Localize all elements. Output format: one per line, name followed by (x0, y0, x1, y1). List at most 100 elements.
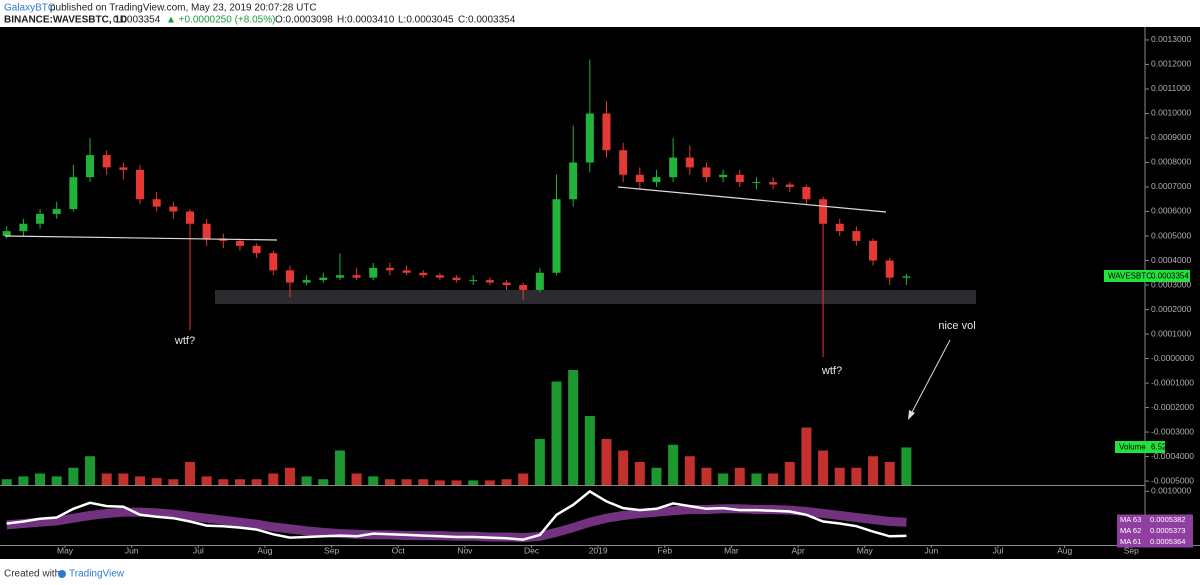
candle-body (136, 169, 145, 200)
volume-bar (434, 480, 445, 485)
x-tick-label: Aug (1057, 545, 1072, 555)
candle-body (602, 113, 611, 151)
y-tick-label: -0.0002000 (1151, 402, 1194, 412)
candle-body (119, 167, 128, 170)
last-price: 0.0003354 (113, 15, 161, 26)
y-tick-label: -0.0005000 (1151, 475, 1194, 485)
trendline (617, 186, 887, 213)
candle-body (519, 285, 528, 290)
candle-body (402, 270, 411, 273)
arrow-head (908, 410, 915, 420)
volume-bar (318, 479, 329, 485)
volume-bar (601, 439, 612, 485)
volume-bar (734, 467, 745, 485)
candle-body (669, 157, 678, 178)
y-tick-label: 0.0011000 (1151, 83, 1191, 93)
candle-body (802, 186, 811, 200)
volume-bar (118, 473, 129, 485)
x-tick-label: 2019 (589, 545, 608, 555)
volume-bar (801, 427, 812, 485)
candle-body (102, 155, 111, 168)
author[interactable]: GalaxyBTC (4, 3, 55, 14)
annotation: wtf? (821, 365, 842, 377)
candle-body (2, 231, 11, 237)
volume-tag (1115, 441, 1165, 453)
footer-brand[interactable]: TradingView (69, 569, 125, 580)
ohlc-high: H:0.0003410 (337, 15, 395, 26)
y-tick-label: -0.0000000 (1151, 353, 1194, 363)
ohlc-close: C:0.0003354 (458, 15, 516, 26)
volume-bar (151, 478, 162, 485)
x-tick-label: Feb (657, 545, 672, 555)
volume-bar (718, 473, 729, 485)
y-tick-label: 0.0001000 (1151, 328, 1191, 338)
x-tick-label: Sep (324, 545, 339, 555)
volume-bar (268, 473, 279, 485)
candle-body (202, 223, 211, 239)
price-line (6, 489, 907, 541)
y-tick-label: -0.0003000 (1151, 426, 1194, 436)
ma-label-name: MA 63 (1120, 515, 1141, 524)
candle-body (352, 275, 361, 278)
annotation: nice vol (938, 320, 975, 332)
volume-bar (101, 473, 112, 485)
candle-body (852, 231, 861, 241)
x-tick-label: Aug (257, 545, 272, 555)
candle-body (385, 267, 394, 271)
volume-bar (284, 467, 295, 485)
candle-body (369, 267, 378, 278)
y-tick-label: -0.0001000 (1151, 377, 1194, 387)
candle-body (435, 275, 444, 278)
symbol: BINANCE:WAVESBTC, 1D (4, 15, 127, 26)
volume-bar (784, 462, 795, 485)
y-tick-label: 0.0009000 (1151, 132, 1191, 142)
x-tick-label: Jul (993, 545, 1004, 555)
candle-body (452, 277, 461, 281)
volume-bar (468, 480, 479, 485)
ma-label-value: 0.0005382 (1150, 515, 1185, 524)
candle-body (685, 157, 694, 168)
candle-body (735, 174, 744, 183)
volume-bar (634, 462, 645, 485)
volume-bar (135, 476, 146, 485)
y-tick-label: 0.0004000 (1151, 255, 1191, 265)
candle-body (285, 270, 294, 283)
volume-bar (251, 479, 262, 485)
volume-bar (501, 479, 512, 485)
x-tick-label: Apr (791, 545, 804, 555)
candle-body (719, 174, 728, 178)
y-tick-label: 0.0005000 (1151, 230, 1191, 240)
volume-bar (368, 476, 379, 485)
ma-label-name: MA 61 (1120, 537, 1141, 546)
candle-body (535, 272, 544, 290)
y-tick-label: 0.0007000 (1151, 181, 1191, 191)
volume-bar (201, 476, 212, 485)
candle-body (335, 275, 344, 278)
x-tick-label: Oct (392, 545, 406, 555)
volume-bar (851, 467, 862, 485)
support-zone (215, 290, 976, 304)
candle-body (652, 177, 661, 183)
change: ▲ +0.0000250 (+8.05%) (166, 15, 275, 26)
candle-body (785, 184, 794, 187)
x-tick-label: May (57, 545, 74, 555)
candle-body (469, 280, 478, 282)
ohlc-low: L:0.0003045 (398, 15, 454, 26)
candle-body (269, 253, 278, 271)
candle-body (769, 182, 778, 185)
candle-body (19, 223, 28, 232)
ma-label-box (1117, 536, 1193, 548)
ma-label-name: MA 62 (1120, 526, 1141, 535)
ma-label-box (1117, 525, 1193, 537)
volume-bar (551, 381, 562, 485)
y-tick-label: 0.0003000 (1151, 279, 1191, 289)
volume-bar (701, 467, 712, 485)
x-tick-label: Sep (1124, 545, 1139, 555)
volume-bar (234, 479, 245, 485)
plot-area (1, 59, 912, 543)
candle-body (69, 177, 78, 210)
price-tag (1104, 270, 1190, 282)
ohlc-open: O:0.0003098 (275, 15, 333, 26)
x-tick-label: Dec (524, 545, 540, 555)
candle-body (252, 245, 261, 254)
